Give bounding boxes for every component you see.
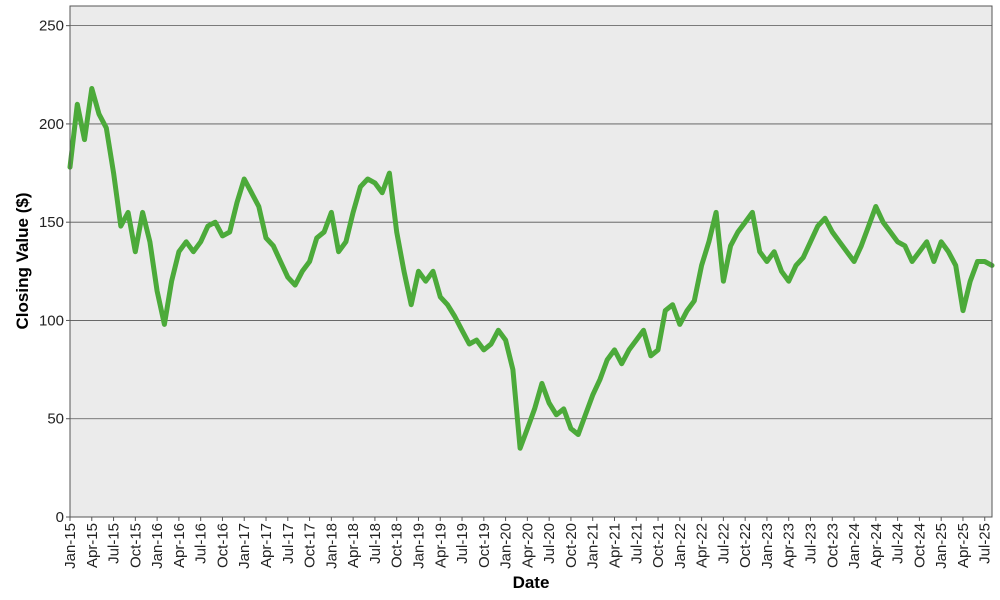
plot-background (70, 6, 992, 517)
x-axis: Jan-15 Apr-15 Jul-15 Oct-15 Jan-16 Apr-16 Jul-… (62, 517, 994, 569)
x-tick-label: Apr-15 (84, 523, 101, 568)
y-gridlines (70, 25, 992, 420)
x-tick-label: Apr-17 (258, 523, 275, 568)
y-tick-label: 100 (39, 312, 64, 329)
x-tick-label: Jul-22 (715, 523, 732, 564)
x-tick-label: Oct-15 (127, 523, 144, 568)
x-tick-label: Oct-23 (824, 523, 841, 568)
y-tick-label: 200 (39, 116, 64, 133)
x-tick-label: Apr-18 (345, 523, 362, 568)
x-axis-title: Date (513, 573, 550, 592)
x-tick-label: Jul-16 (193, 523, 210, 564)
x-tick-label: Jan-24 (846, 523, 863, 569)
x-tick-label: Jan-23 (759, 523, 776, 569)
y-axis: 0 50 100 150 200 250 (39, 18, 70, 526)
x-tick-label: Jan-20 (498, 523, 515, 569)
x-tick-label: Jul-21 (628, 523, 645, 564)
x-tick-label: Jan-21 (585, 523, 602, 569)
x-tick-label: Apr-16 (171, 523, 188, 568)
x-tick-label: Jan-16 (149, 523, 166, 569)
y-tick-label: 250 (39, 18, 64, 35)
y-tick-label: 150 (39, 214, 64, 231)
x-tick-label: Apr-23 (781, 523, 798, 568)
y-tick-label: 0 (56, 509, 64, 526)
series-line (67, 86, 995, 451)
x-tick-label: Jul-23 (803, 523, 820, 564)
x-tick-label: Jan-15 (62, 523, 79, 569)
x-tick-label: Apr-19 (432, 523, 449, 568)
x-tick-label: Jul-17 (280, 523, 297, 564)
y-tick-label: 50 (47, 411, 64, 428)
x-tick-label: Jul-25 (977, 523, 994, 564)
x-tick-label: Jul-24 (890, 523, 907, 564)
y-axis-title: Closing Value ($) (13, 193, 32, 330)
x-tick-label: Apr-25 (955, 523, 972, 568)
plot-border (69, 5, 993, 518)
x-tick-label: Apr-21 (606, 523, 623, 568)
x-tick-label: Oct-16 (214, 523, 231, 568)
x-tick-label: Jan-18 (323, 523, 340, 569)
x-tick-label: Jan-22 (672, 523, 689, 569)
x-tick-label: Jul-20 (541, 523, 558, 564)
x-tick-label: Jul-15 (106, 523, 123, 564)
x-tick-label: Oct-18 (389, 523, 406, 568)
x-tick-label: Oct-19 (476, 523, 493, 568)
x-tick-label: Oct-21 (650, 523, 667, 568)
x-tick-label: Apr-24 (868, 523, 885, 568)
x-tick-label: Oct-24 (911, 523, 928, 568)
x-tick-label: Oct-17 (302, 523, 319, 568)
x-tick-label: Jan-17 (236, 523, 253, 569)
x-tick-label: Oct-22 (737, 523, 754, 568)
x-tick-label: Apr-20 (519, 523, 536, 568)
x-tick-label: Jul-18 (367, 523, 384, 564)
series-layer (67, 86, 995, 451)
x-tick-label: Jul-19 (454, 523, 471, 564)
x-tick-label: Oct-20 (563, 523, 580, 568)
x-tick-label: Apr-22 (694, 523, 711, 568)
x-tick-label: Jan-19 (410, 523, 427, 569)
x-tick-label: Jan-25 (933, 523, 950, 569)
